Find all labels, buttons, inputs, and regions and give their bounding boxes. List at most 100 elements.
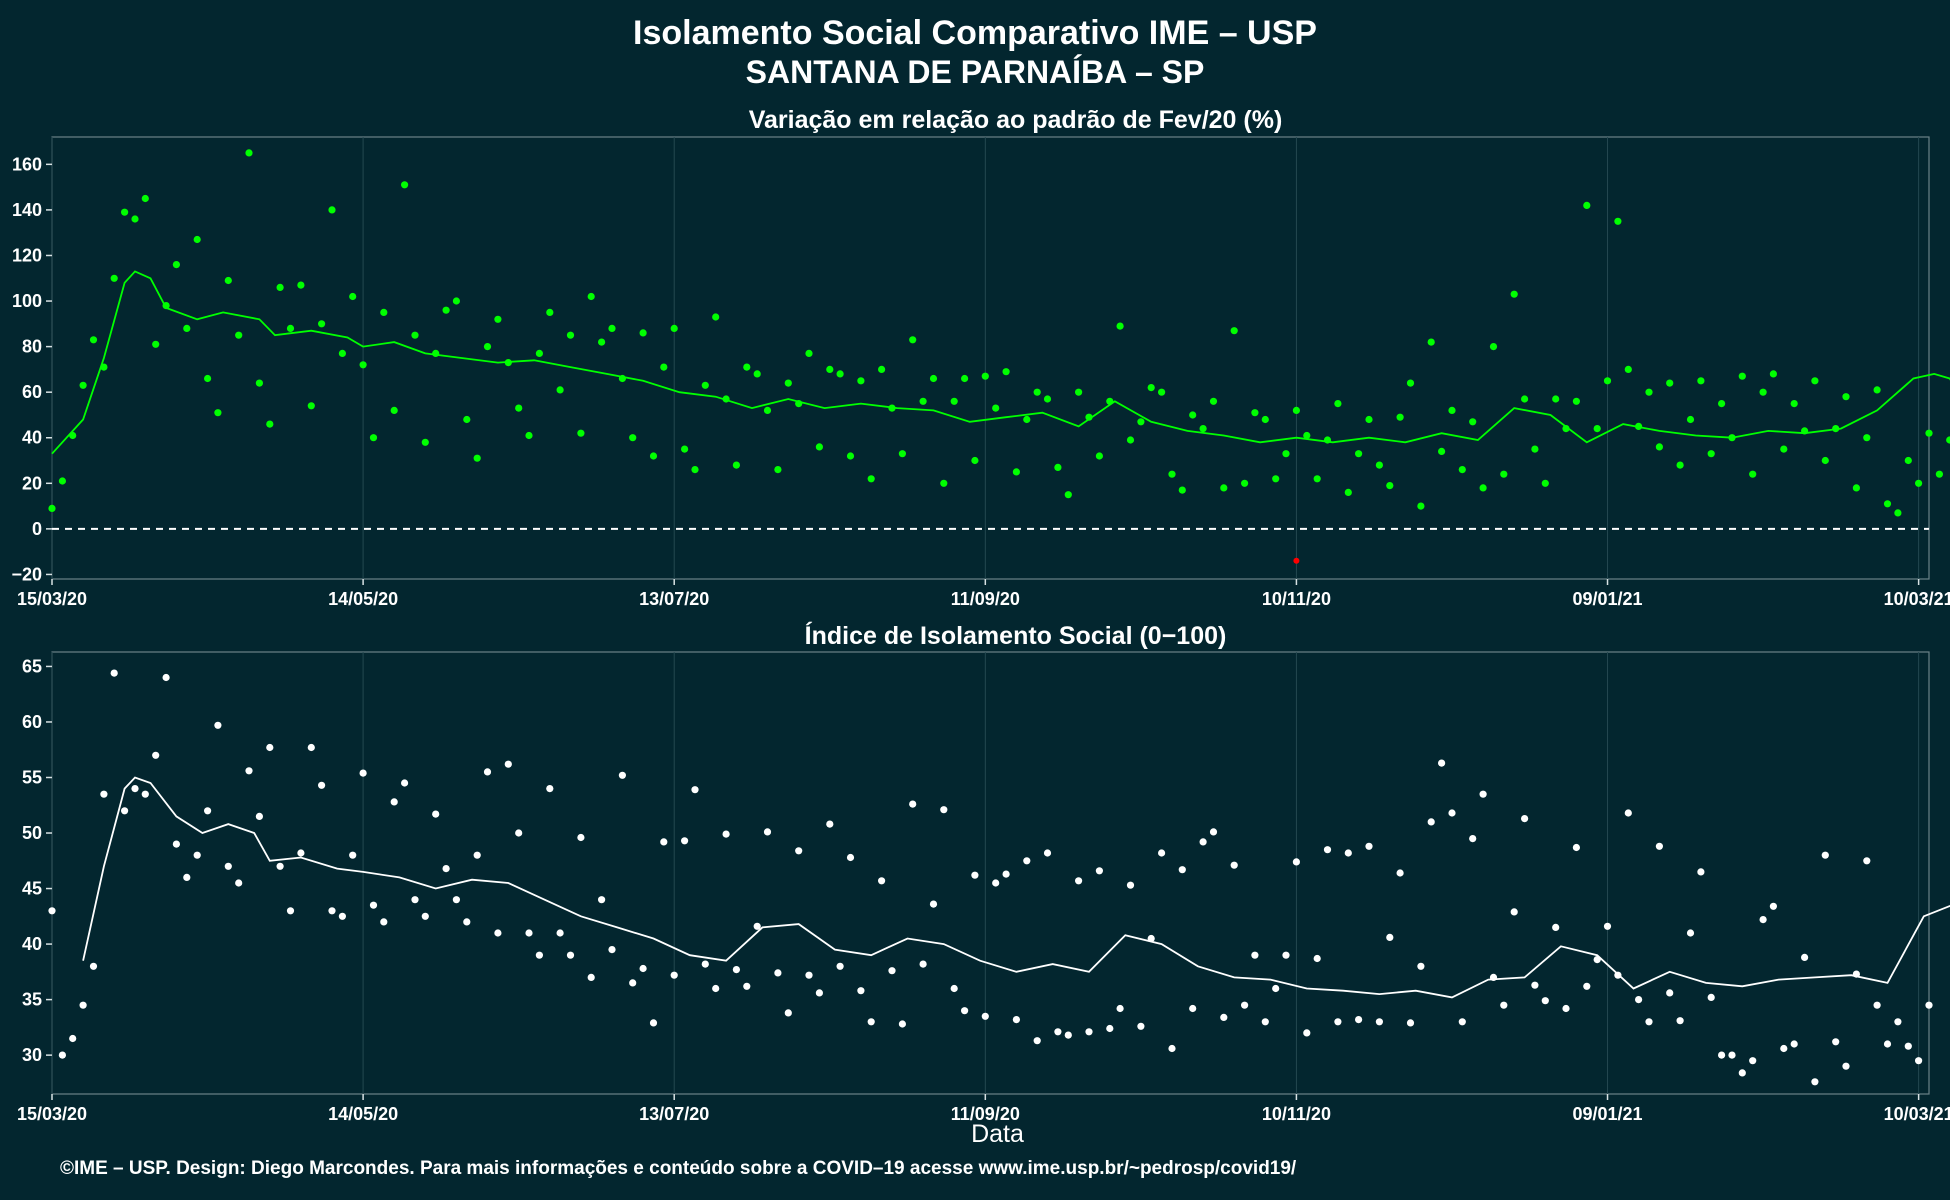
data-point bbox=[1946, 436, 1950, 444]
data-point bbox=[1209, 397, 1218, 405]
y-tick-label: 40 bbox=[22, 428, 42, 448]
data-point bbox=[1500, 1001, 1508, 1009]
y-tick-label: 160 bbox=[12, 154, 42, 174]
data-point bbox=[681, 445, 689, 453]
y-tick-label: 20 bbox=[22, 473, 42, 493]
data-point bbox=[183, 873, 191, 882]
data-point bbox=[1417, 502, 1425, 510]
data-point bbox=[1894, 1018, 1902, 1026]
data-point bbox=[48, 907, 56, 915]
y-tick-label: 60 bbox=[22, 712, 42, 732]
data-point bbox=[369, 901, 378, 909]
data-point bbox=[909, 800, 917, 808]
data-point bbox=[452, 896, 460, 904]
data-point bbox=[255, 379, 263, 387]
data-point bbox=[1230, 327, 1238, 335]
data-point bbox=[463, 415, 471, 424]
data-point bbox=[1852, 484, 1860, 492]
data-point bbox=[162, 673, 170, 682]
data-point bbox=[992, 879, 1000, 887]
data-point bbox=[649, 1019, 658, 1027]
data-point bbox=[235, 879, 243, 887]
data-point bbox=[629, 979, 637, 987]
data-point bbox=[1904, 1042, 1912, 1050]
data-point bbox=[525, 431, 533, 440]
plot-frame bbox=[51, 651, 1930, 1095]
data-point bbox=[1469, 835, 1477, 843]
data-point bbox=[152, 751, 160, 759]
data-point bbox=[183, 324, 191, 332]
panel-isolation-index: Índice de Isolamento Social (0−100) 15/03… bbox=[17, 621, 1950, 1124]
data-point bbox=[172, 840, 180, 848]
data-point bbox=[1448, 809, 1456, 817]
panel-variation: Variação em relação ao padrão de Fev/20 … bbox=[11, 106, 1950, 609]
data-point bbox=[898, 450, 907, 458]
x-tick-label: 15/03/20 bbox=[17, 1104, 87, 1124]
data-point bbox=[1894, 509, 1902, 517]
y-tick-label: 0 bbox=[32, 519, 42, 539]
data-point bbox=[1147, 384, 1155, 392]
data-point bbox=[1085, 1028, 1093, 1036]
data-point bbox=[401, 181, 409, 189]
data-point bbox=[204, 807, 212, 815]
data-point bbox=[961, 374, 969, 383]
data-point bbox=[826, 365, 834, 373]
data-point bbox=[1531, 445, 1539, 453]
data-point bbox=[1510, 290, 1518, 298]
data-point bbox=[1386, 482, 1394, 490]
moving-average-line bbox=[82, 776, 1950, 999]
data-point bbox=[421, 438, 429, 446]
data-point bbox=[100, 790, 108, 798]
data-point bbox=[929, 374, 938, 383]
data-point bbox=[566, 331, 575, 339]
data-point bbox=[266, 743, 274, 752]
data-point bbox=[587, 973, 595, 982]
data-point bbox=[141, 194, 149, 203]
data-point bbox=[1635, 996, 1643, 1004]
data-point bbox=[1427, 818, 1435, 826]
y-tick-label: 35 bbox=[22, 990, 42, 1010]
data-point bbox=[670, 971, 678, 979]
data-point bbox=[421, 912, 429, 920]
data-point bbox=[1375, 1018, 1383, 1026]
data-point bbox=[266, 420, 274, 428]
data-point bbox=[1915, 479, 1923, 487]
data-point bbox=[1241, 479, 1249, 487]
data-point bbox=[204, 374, 212, 383]
data-point bbox=[525, 929, 533, 937]
data-point bbox=[411, 896, 419, 904]
data-point bbox=[1780, 1044, 1788, 1053]
data-point bbox=[1230, 861, 1238, 869]
data-point bbox=[1718, 400, 1726, 408]
data-point bbox=[1645, 388, 1653, 396]
data-point bbox=[1655, 443, 1663, 451]
data-point bbox=[1666, 379, 1674, 387]
data-point bbox=[1158, 388, 1166, 396]
data-point bbox=[1925, 1001, 1933, 1009]
data-point bbox=[1199, 425, 1207, 433]
data-point bbox=[1189, 1004, 1197, 1013]
data-point bbox=[328, 206, 336, 214]
x-tick-label: 10/11/20 bbox=[1262, 1104, 1331, 1124]
data-point bbox=[1064, 491, 1072, 499]
data-point bbox=[608, 324, 616, 332]
data-point bbox=[452, 297, 460, 305]
data-point bbox=[701, 960, 709, 968]
data-point bbox=[1168, 470, 1176, 478]
data-point bbox=[774, 969, 782, 977]
y-tick-label: 50 bbox=[22, 823, 42, 843]
data-point bbox=[1883, 1040, 1892, 1048]
data-point bbox=[878, 877, 886, 885]
data-point bbox=[1137, 1022, 1145, 1030]
data-point bbox=[1313, 954, 1321, 963]
data-point bbox=[1344, 488, 1352, 496]
data-point bbox=[1769, 902, 1777, 910]
data-point bbox=[110, 669, 118, 677]
data-point bbox=[1438, 447, 1446, 455]
data-point bbox=[743, 363, 751, 371]
data-point bbox=[473, 454, 481, 462]
data-point bbox=[971, 456, 979, 465]
data-point bbox=[1116, 322, 1124, 330]
x-tick-label: 10/03/21 bbox=[1884, 1104, 1950, 1124]
data-point bbox=[566, 951, 575, 959]
